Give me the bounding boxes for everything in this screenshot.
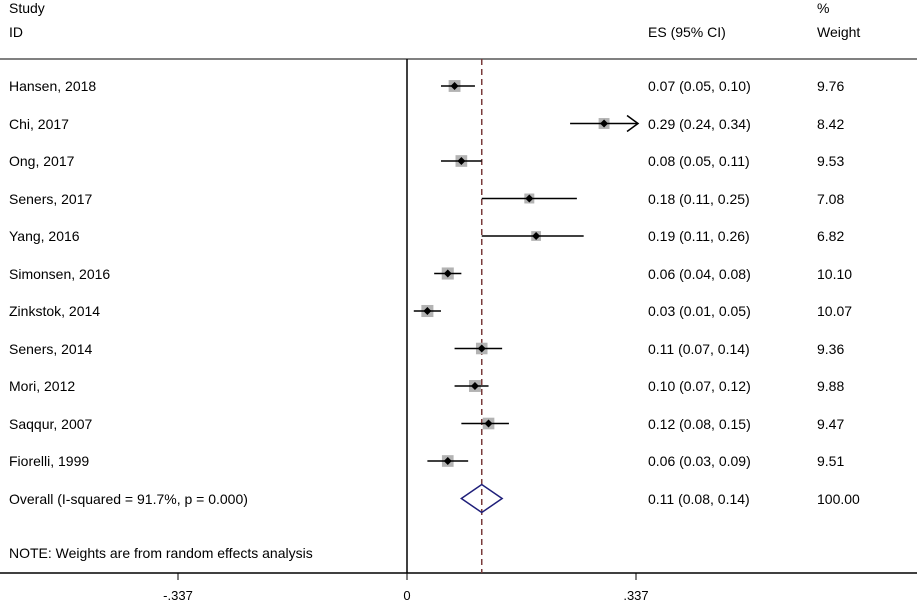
- study-id: Ong, 2017: [9, 153, 75, 169]
- study-weight: 9.36: [817, 340, 845, 357]
- study-ci: 0.19 (0.11, 0.26): [648, 228, 750, 244]
- study-ci: 0.18 (0.11, 0.25): [648, 190, 750, 207]
- study-weight: 8.42: [817, 115, 845, 132]
- header-id: ID: [9, 24, 23, 40]
- study-ci: 0.12 (0.08, 0.15): [648, 415, 751, 432]
- study-id: Yang, 2016: [9, 228, 80, 244]
- study-ci: 0.06 (0.04, 0.08): [648, 265, 751, 282]
- study-ci: 0.06 (0.03, 0.09): [648, 453, 751, 469]
- point-estimate: [477, 344, 486, 353]
- plot-marks: [413, 59, 640, 573]
- point-estimate: [484, 419, 493, 428]
- study-ci: 0.03 (0.01, 0.05): [648, 303, 751, 319]
- point-estimate: [470, 382, 479, 390]
- study-weight: 9.47: [817, 415, 845, 432]
- header-study: Study: [9, 0, 45, 16]
- study-id: Fiorelli, 1999: [9, 453, 90, 469]
- x-tick-label: -.337: [163, 588, 193, 602]
- study-id: Hansen, 2018: [9, 78, 97, 94]
- study-weight: 7.08: [817, 190, 845, 207]
- study-ci: 0.11 (0.07, 0.14): [648, 340, 750, 357]
- study-ci: 0.07 (0.05, 0.10): [648, 78, 751, 94]
- header-es: ES (95% CI): [648, 24, 726, 40]
- study-weight: 9.53: [817, 153, 845, 169]
- study-id: Saqqur, 2007: [9, 415, 93, 432]
- point-estimate: [450, 82, 459, 90]
- point-estimate: [600, 119, 609, 128]
- study-id: Zinkstok, 2014: [9, 303, 101, 319]
- study-weight: 9.51: [817, 453, 845, 469]
- study-weight: 10.07: [817, 303, 853, 319]
- point-estimate: [525, 194, 534, 203]
- study-id: Chi, 2017: [9, 115, 69, 132]
- point-estimate: [457, 157, 466, 165]
- x-tick-label: 0: [403, 588, 410, 602]
- overall-diamond: [460, 483, 504, 514]
- study-ci: 0.10 (0.07, 0.12): [648, 378, 751, 394]
- study-id: Seners, 2014: [9, 340, 93, 357]
- study-id: Simonsen, 2016: [9, 265, 111, 282]
- footnote: NOTE: Weights are from random effects an…: [9, 545, 313, 561]
- frame-lines: [0, 58, 917, 574]
- point-estimate: [532, 232, 541, 240]
- study-weight: 10.10: [817, 265, 853, 282]
- overall-label: Overall (I-squared = 91.7%, p = 0.000): [9, 490, 248, 507]
- overall-weight: 100.00: [817, 490, 860, 507]
- point-estimate: [443, 457, 452, 465]
- study-ci: 0.29 (0.24, 0.34): [648, 115, 751, 132]
- header-pct: %: [817, 0, 830, 16]
- study-id: Mori, 2012: [9, 378, 76, 394]
- study-ci: 0.08 (0.05, 0.11): [648, 153, 750, 169]
- header-weight: Weight: [817, 24, 861, 40]
- ci-arrow: [626, 114, 640, 133]
- study-weight: 9.76: [817, 78, 845, 94]
- point-estimate: [443, 269, 452, 278]
- study-weight: 6.82: [817, 228, 845, 244]
- study-id: Seners, 2017: [9, 190, 93, 207]
- x-axis: -.337 0 .337: [163, 573, 649, 602]
- study-weight: 9.88: [817, 378, 845, 394]
- overall-ci: 0.11 (0.08, 0.14): [648, 490, 750, 507]
- point-estimate: [423, 307, 432, 315]
- x-tick-label: .337: [623, 588, 648, 602]
